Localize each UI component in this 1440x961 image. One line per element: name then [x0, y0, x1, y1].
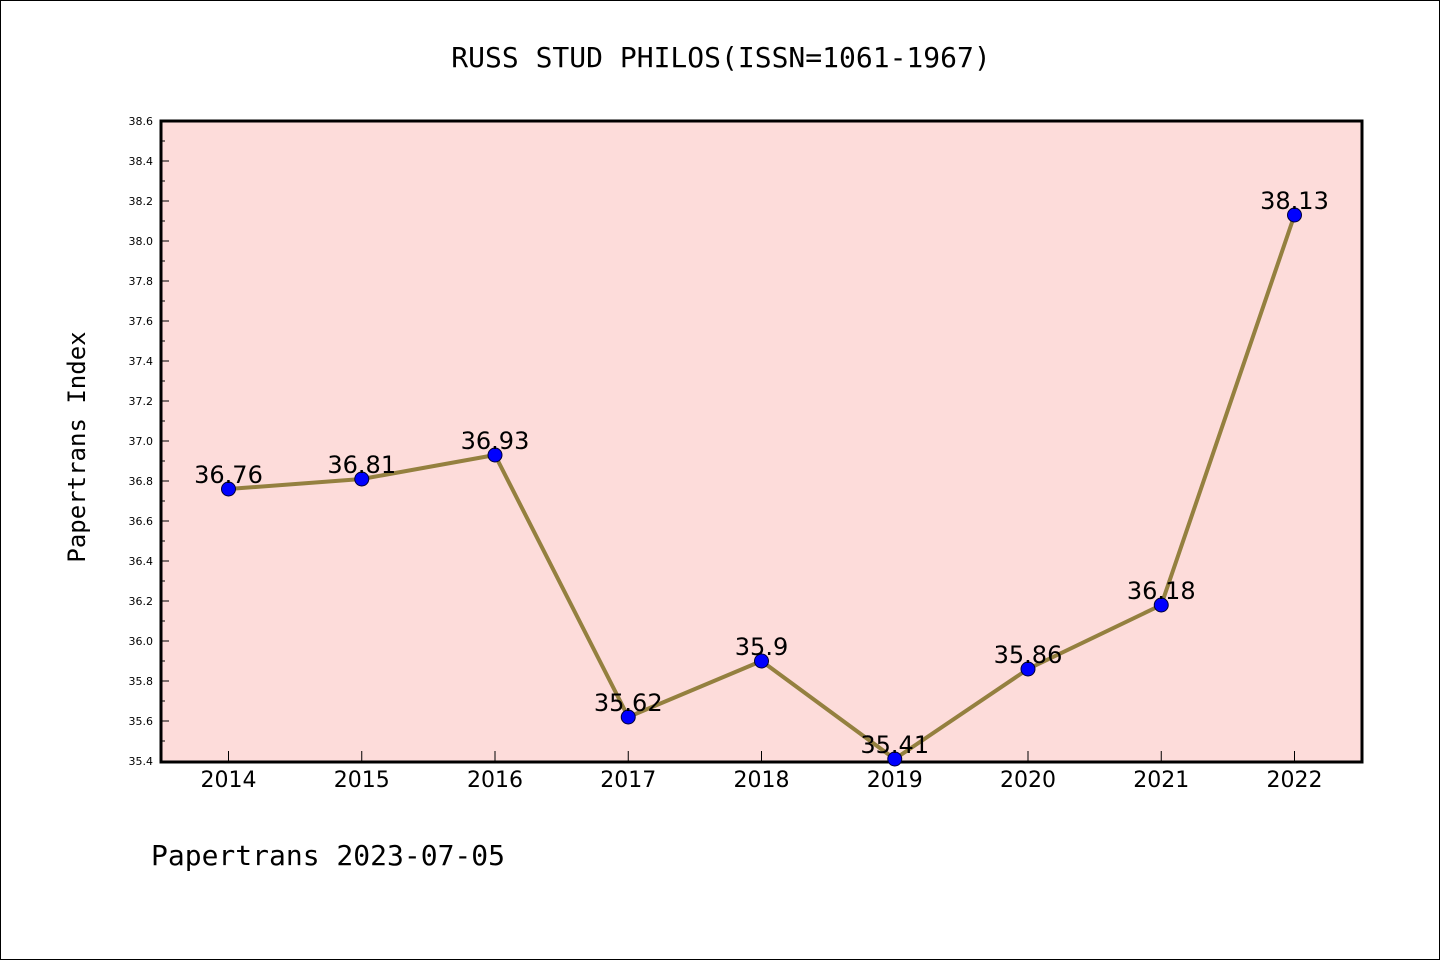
data-point — [221, 481, 236, 497]
data-label: 36.18 — [1127, 577, 1196, 605]
footer-text: Papertrans 2023-07-05 — [151, 839, 505, 872]
y-tick-label: 36.6 — [129, 515, 154, 528]
data-label: 35.86 — [994, 641, 1063, 669]
y-tick-label: 37.4 — [129, 355, 154, 368]
y-tick-label: 35.8 — [129, 675, 154, 688]
y-tick-label: 37.2 — [129, 395, 154, 408]
x-tick-label: 2018 — [734, 768, 790, 793]
data-label: 35.9 — [735, 633, 788, 661]
y-tick-label: 36.4 — [129, 555, 154, 568]
y-tick-label: 38.2 — [129, 195, 154, 208]
chart-title: RUSS STUD PHILOS(ISSN=1061-1967) — [451, 41, 990, 74]
y-tick-label: 38.6 — [129, 115, 154, 128]
data-point — [620, 709, 636, 725]
x-axis: 2014 2015 2016 2017 2018 2019 2020 2021 2022 — [201, 751, 1323, 793]
x-tick-label: 2019 — [867, 768, 923, 793]
data-point — [1020, 661, 1036, 677]
y-tick-label: 35.4 — [129, 755, 154, 768]
data-point — [354, 471, 370, 487]
data-label: 36.93 — [461, 427, 530, 455]
data-point — [1287, 207, 1302, 223]
y-tick-label: 35.6 — [129, 715, 154, 728]
data-labels: 36.76 36.81 36.93 35.62 35.9 35.41 35.86 36.18 3… — [194, 187, 1329, 759]
y-tick-label: 36.2 — [129, 595, 154, 608]
data-label: 38.13 — [1260, 187, 1329, 215]
y-tick-label: 38.4 — [129, 155, 154, 168]
data-point — [754, 653, 769, 669]
data-point — [1153, 597, 1169, 613]
data-point — [887, 751, 903, 767]
x-tick-label: 2022 — [1267, 768, 1323, 793]
y-tick-label: 38.0 — [129, 235, 154, 248]
y-tick-label: 37.6 — [129, 315, 154, 328]
y-tick-label: 37.0 — [129, 435, 154, 448]
y-tick-label: 36.8 — [129, 475, 154, 488]
data-label: 36.76 — [194, 461, 263, 489]
x-tick-label: 2020 — [1000, 768, 1056, 793]
data-point — [487, 447, 503, 463]
y-axis: 35.4 35.6 35.8 36.0 36.2 36.4 36.6 36.8 37.0 37.2… — [129, 115, 169, 768]
y-axis-label: Papertrans Index — [63, 331, 91, 562]
y-tick-label: 36.0 — [129, 635, 154, 648]
x-tick-label: 2016 — [467, 768, 523, 793]
x-tick-label: 2014 — [201, 768, 257, 793]
x-tick-label: 2017 — [600, 768, 656, 793]
data-label: 35.41 — [860, 731, 929, 759]
x-tick-label: 2021 — [1133, 768, 1189, 793]
x-tick-label: 2015 — [334, 768, 390, 793]
data-markers — [221, 207, 1302, 767]
data-label: 36.81 — [327, 451, 396, 479]
data-label: 35.62 — [594, 689, 663, 717]
y-tick-label: 37.8 — [129, 275, 154, 288]
